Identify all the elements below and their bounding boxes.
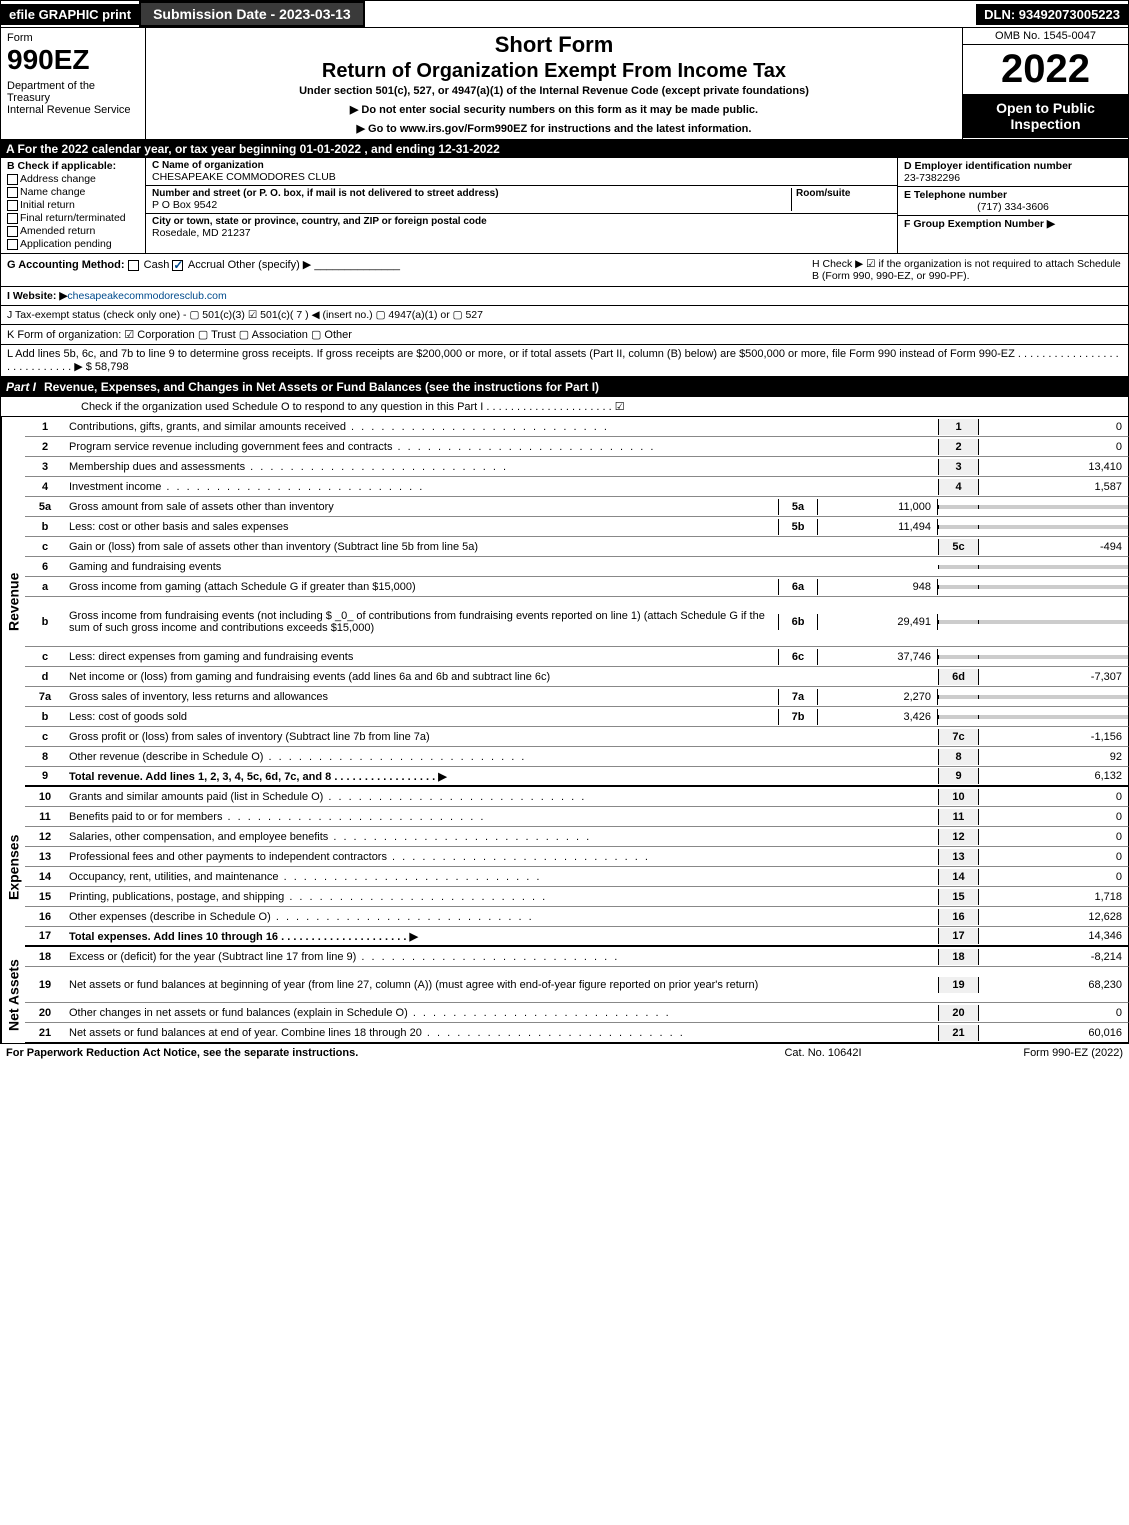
checkbox-icon [7,213,18,224]
paperwork-notice: For Paperwork Reduction Act Notice, see … [6,1047,723,1059]
schedule-b-check: H Check ▶ ☑ if the organization is not r… [812,258,1122,282]
line-20: 20Other changes in net assets or fund ba… [25,1003,1129,1023]
line-14: 14Occupancy, rent, utilities, and mainte… [25,867,1129,887]
ein-value: 23-7382296 [904,172,1122,184]
dln-label: DLN: 93492073005223 [976,4,1128,25]
section-b-row: B Check if applicable: Address change Na… [0,158,1129,254]
checkbox-icon [7,187,18,198]
check-application-pending[interactable]: Application pending [7,238,139,250]
public-inspection-badge: Open to Public Inspection [963,94,1128,138]
tax-year: 2022 [963,45,1128,94]
line-5c: cGain or (loss) from sale of assets othe… [25,537,1129,557]
city-state-zip: Rosedale, MD 21237 [152,227,891,239]
check-initial-return[interactable]: Initial return [7,199,139,211]
instructions-link[interactable]: ▶ Go to www.irs.gov/Form990EZ for instru… [154,122,954,135]
section-j-tax-exempt: J Tax-exempt status (check only one) - ▢… [0,306,1129,325]
ein-label: D Employer identification number [904,160,1122,172]
section-b-checkboxes: B Check if applicable: Address change Na… [1,158,146,253]
line-1: 1Contributions, gifts, grants, and simil… [25,417,1129,437]
line-5a: 5aGross amount from sale of assets other… [25,497,1129,517]
part-1-header: Part I Revenue, Expenses, and Changes in… [0,377,1129,397]
street-address: P O Box 9542 [152,199,791,211]
org-name: CHESAPEAKE COMMODORES CLUB [152,171,891,183]
line-15: 15Printing, publications, postage, and s… [25,887,1129,907]
org-name-label: C Name of organization [152,160,891,171]
top-bar: efile GRAPHIC print Submission Date - 20… [0,0,1129,28]
section-k-form-org: K Form of organization: ☑ Corporation ▢ … [0,325,1129,345]
form-title-short: Short Form [154,32,954,58]
form-number: 990EZ [7,44,139,76]
room-label: Room/suite [796,188,891,199]
expenses-section: Expenses 10Grants and similar amounts pa… [0,787,1129,947]
checkbox-icon [7,174,18,185]
line-6: 6Gaming and fundraising events [25,557,1129,577]
line-18: 18Excess or (deficit) for the year (Subt… [25,947,1129,967]
line-21: 21Net assets or fund balances at end of … [25,1023,1129,1043]
line-10: 10Grants and similar amounts paid (list … [25,787,1129,807]
line-6d: dNet income or (loss) from gaming and fu… [25,667,1129,687]
form-title-long: Return of Organization Exempt From Incom… [154,60,954,83]
check-address-change[interactable]: Address change [7,173,139,185]
check-amended-return[interactable]: Amended return [7,225,139,237]
section-g-h: G Accounting Method: Cash Accrual Other … [0,254,1129,287]
section-l-gross-receipts: L Add lines 5b, 6c, and 7b to line 9 to … [0,345,1129,377]
line-8: 8Other revenue (describe in Schedule O)8… [25,747,1129,767]
expenses-side-label: Expenses [1,787,25,947]
part-1-label: Part I [6,380,44,394]
omb-number: OMB No. 1545-0047 [963,28,1128,45]
line-13: 13Professional fees and other payments t… [25,847,1129,867]
form-label: Form [7,32,139,44]
section-d-identifiers: D Employer identification number 23-7382… [898,158,1128,253]
website-link[interactable]: chesapeakecommodoresclub.com [67,290,226,302]
phone-value: (717) 334-3606 [904,201,1122,213]
checkbox-icon [7,239,18,250]
check-final-return[interactable]: Final return/terminated [7,212,139,224]
revenue-section: Revenue 1Contributions, gifts, grants, a… [0,417,1129,787]
line-7a: 7aGross sales of inventory, less returns… [25,687,1129,707]
form-header: Form 990EZ Department of the Treasury In… [0,28,1129,140]
checkbox-icon[interactable] [128,260,139,271]
revenue-side-label: Revenue [1,417,25,787]
checkbox-checked-icon[interactable] [172,260,183,271]
line-11: 11Benefits paid to or for members110 [25,807,1129,827]
line-17: 17Total expenses. Add lines 10 through 1… [25,927,1129,947]
section-c-org-info: C Name of organization CHESAPEAKE COMMOD… [146,158,898,253]
section-i-website: I Website: ▶chesapeakecommodoresclub.com [0,287,1129,306]
page-footer: For Paperwork Reduction Act Notice, see … [0,1043,1129,1062]
catalog-number: Cat. No. 10642I [723,1047,923,1059]
efile-print-label[interactable]: efile GRAPHIC print [1,4,139,25]
group-exemption-label: F Group Exemption Number ▶ [904,218,1122,230]
department-label: Department of the Treasury Internal Reve… [7,80,139,116]
part-1-title: Revenue, Expenses, and Changes in Net As… [44,380,1123,394]
section-a-tax-year: A For the 2022 calendar year, or tax yea… [0,140,1129,158]
line-5b: bLess: cost or other basis and sales exp… [25,517,1129,537]
submission-date: Submission Date - 2023-03-13 [139,1,365,27]
city-label: City or town, state or province, country… [152,216,891,227]
phone-label: E Telephone number [904,189,1122,201]
line-2: 2Program service revenue including gover… [25,437,1129,457]
line-3: 3Membership dues and assessments313,410 [25,457,1129,477]
ssn-warning: ▶ Do not enter social security numbers o… [154,103,954,116]
accounting-method: G Accounting Method: Cash Accrual Other … [7,258,812,282]
line-4: 4Investment income41,587 [25,477,1129,497]
form-ref: Form 990-EZ (2022) [923,1047,1123,1059]
line-7b: bLess: cost of goods sold7b3,426 [25,707,1129,727]
line-16: 16Other expenses (describe in Schedule O… [25,907,1129,927]
part-1-check: Check if the organization used Schedule … [0,397,1129,417]
line-6a: aGross income from gaming (attach Schedu… [25,577,1129,597]
line-6c: cLess: direct expenses from gaming and f… [25,647,1129,667]
net-assets-side-label: Net Assets [1,947,25,1043]
checkbox-icon [7,226,18,237]
line-7c: cGross profit or (loss) from sales of in… [25,727,1129,747]
net-assets-section: Net Assets 18Excess or (deficit) for the… [0,947,1129,1043]
section-b-label: B Check if applicable: [7,160,139,172]
check-name-change[interactable]: Name change [7,186,139,198]
line-9: 9Total revenue. Add lines 1, 2, 3, 4, 5c… [25,767,1129,787]
line-6b: bGross income from fundraising events (n… [25,597,1129,647]
street-label: Number and street (or P. O. box, if mail… [152,188,791,199]
form-subtitle: Under section 501(c), 527, or 4947(a)(1)… [154,85,954,97]
line-12: 12Salaries, other compensation, and empl… [25,827,1129,847]
line-19: 19Net assets or fund balances at beginni… [25,967,1129,1003]
checkbox-icon [7,200,18,211]
